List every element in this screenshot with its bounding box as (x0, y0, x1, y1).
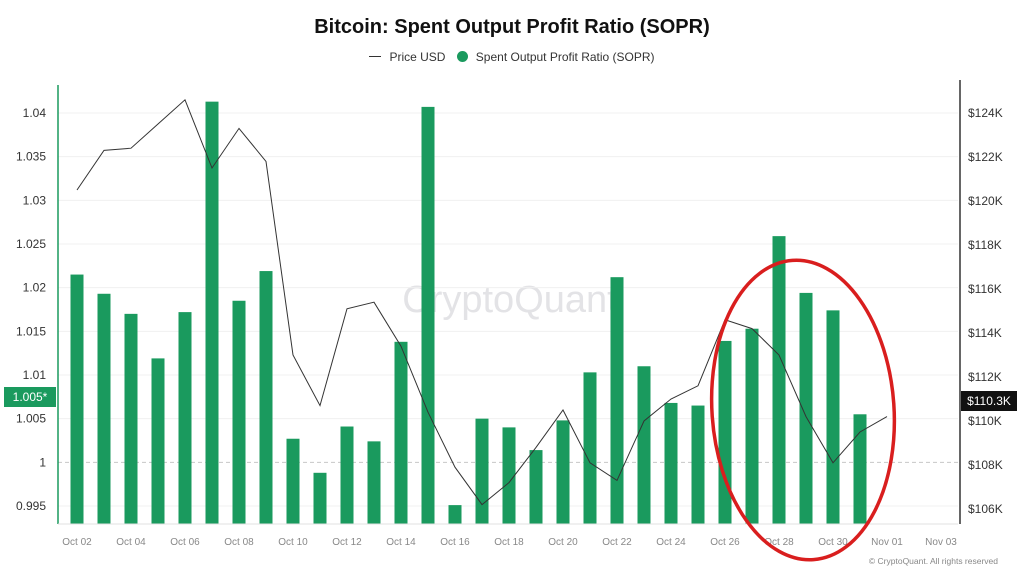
right-axis-tick-label: $114K (968, 326, 1002, 340)
sopr-bar (313, 472, 327, 524)
sopr-bar (340, 426, 354, 524)
sopr-bar (124, 313, 138, 524)
x-axis-tick-label: Oct 06 (170, 537, 200, 548)
sopr-bar (475, 418, 489, 524)
x-axis-tick-label: Oct 26 (710, 537, 740, 548)
left-axis-tick-label: 1.01 (23, 368, 47, 382)
highlight-ellipse (709, 258, 897, 562)
x-axis-tick-label: Oct 04 (116, 537, 146, 548)
x-axis-tick-label: Oct 20 (548, 537, 578, 548)
x-axis-tick-label: Oct 02 (62, 537, 92, 548)
x-axis-tick-label: Oct 10 (278, 537, 308, 548)
x-axis-tick-label: Oct 22 (602, 537, 632, 548)
current-sopr-label: 1.005* (13, 390, 48, 404)
legend: Price USD Spent Output Profit Ratio (SOP… (0, 49, 1024, 64)
sopr-bar (853, 414, 867, 524)
current-price-label: $110.3K (967, 394, 1011, 408)
sopr-bar (502, 427, 516, 524)
x-axis-tick-label: Oct 16 (440, 537, 470, 548)
current-sopr-badge (4, 387, 56, 407)
sopr-bar (151, 358, 165, 524)
x-axis-tick-label: Nov 01 (871, 537, 903, 548)
sopr-bar (637, 366, 651, 524)
sopr-bar (394, 341, 408, 524)
left-axis-tick-label: 1.005 (16, 412, 46, 426)
sopr-bar (70, 274, 84, 524)
left-axis-tick-label: 1.03 (23, 193, 47, 207)
sopr-bar (448, 505, 462, 524)
sopr-bar (610, 277, 624, 524)
sopr-bar (772, 236, 786, 524)
right-axis-tick-label: $118K (968, 238, 1002, 252)
left-axis-tick-label: 1.015 (16, 324, 46, 338)
sopr-bar (421, 106, 435, 524)
left-axis-tick-label: 1 (39, 455, 46, 469)
legend-price[interactable]: Price USD (389, 49, 446, 64)
x-axis-tick-label: Oct 12 (332, 537, 362, 548)
sopr-bar (691, 405, 705, 524)
left-axis-tick-label: 1.02 (23, 281, 47, 295)
left-axis-tick-label: 1.04 (23, 106, 47, 120)
x-axis-tick-label: Oct 30 (818, 537, 848, 548)
sopr-bar (718, 340, 732, 524)
chart-title: Bitcoin: Spent Output Profit Ratio (SOPR… (314, 16, 710, 38)
sopr-bar (259, 271, 273, 524)
sopr-bar (583, 372, 597, 524)
right-axis-tick-label: $124K (968, 106, 1003, 120)
sopr-bar (556, 420, 570, 524)
x-axis-tick-label: Oct 14 (386, 537, 416, 548)
current-price-badge (961, 391, 1017, 411)
legend-dot-swatch (456, 51, 468, 63)
right-axis-tick-label: $116K (968, 282, 1002, 296)
sopr-bar (529, 450, 543, 524)
price-line (76, 98, 888, 506)
x-axis-tick-label: Nov 03 (925, 537, 957, 548)
sopr-bar (745, 328, 759, 524)
x-axis-tick-label: Oct 24 (656, 537, 686, 548)
right-axis-tick-label: $110K (968, 414, 1002, 428)
right-axis-tick-label: $108K (968, 458, 1003, 472)
right-axis-tick-label: $112K (968, 370, 1002, 384)
right-axis-tick-label: $120K (968, 194, 1003, 208)
left-axis-tick-label: 0.995 (16, 499, 46, 513)
legend-line-swatch (369, 56, 382, 58)
copyright: © CryptoQuant. All rights reserved (868, 556, 998, 566)
sopr-bar (97, 293, 111, 524)
watermark: CryptoQuant (402, 279, 618, 321)
x-axis-tick-label: Oct 18 (494, 537, 524, 548)
sopr-bar (232, 300, 246, 524)
sopr-bar (286, 438, 300, 524)
sopr-bar (205, 101, 219, 525)
legend-sopr[interactable]: Spent Output Profit Ratio (SOPR) (475, 49, 655, 64)
right-axis-tick-label: $122K (968, 150, 1003, 164)
x-axis-tick-label: Oct 28 (764, 537, 794, 548)
sopr-bar (367, 441, 381, 524)
sopr-bar (664, 402, 678, 524)
sopr-bar (799, 292, 813, 524)
left-axis-tick-label: 1.025 (16, 237, 46, 251)
sopr-bar (178, 312, 192, 524)
sopr-bar (826, 310, 840, 524)
left-axis-tick-label: 1.035 (16, 150, 46, 164)
right-axis-tick-label: $106K (968, 502, 1003, 516)
x-axis-tick-label: Oct 08 (224, 537, 254, 548)
